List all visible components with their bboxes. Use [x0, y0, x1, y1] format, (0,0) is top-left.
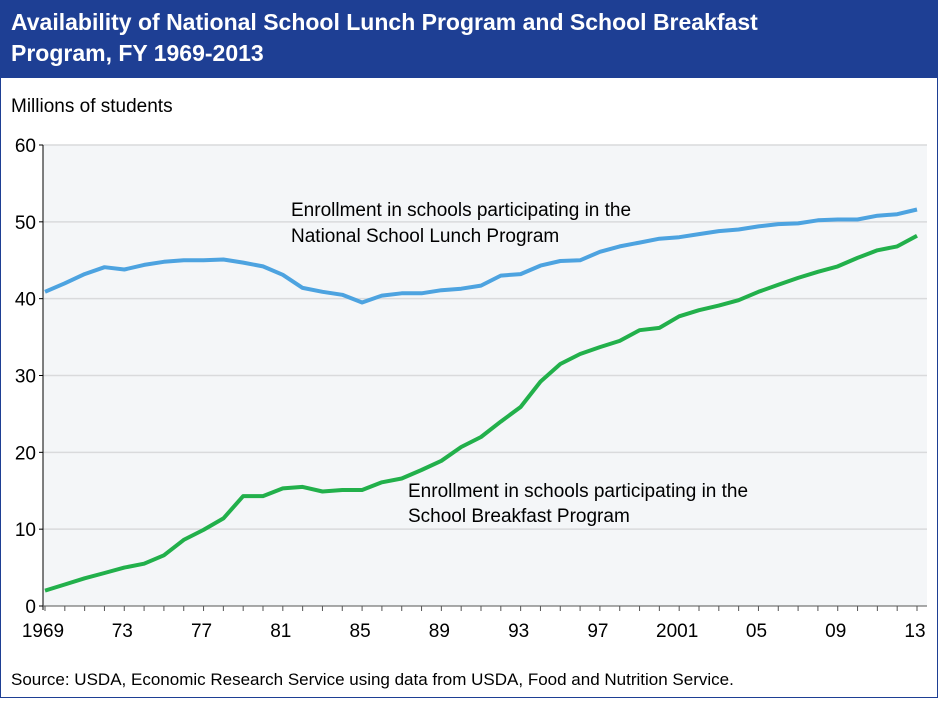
x-tick-label: 81: [270, 621, 291, 642]
lunch-annotation-line-2: National School Lunch Program: [291, 226, 559, 247]
y-tick-label: 0: [25, 597, 36, 618]
y-tick-label: 10: [15, 520, 36, 541]
x-tick-label: 77: [191, 621, 212, 642]
x-tick-label: 73: [112, 621, 133, 642]
y-tick-label: 40: [15, 290, 36, 311]
source-note: Source: USDA, Economic Research Service …: [11, 670, 734, 689]
y-axis-label: Millions of students: [11, 96, 173, 117]
x-tick-label: 05: [746, 621, 767, 642]
y-tick-label: 30: [15, 367, 36, 388]
x-tick-label: 97: [587, 621, 608, 642]
chart-title-line-1: Availability of National School Lunch Pr…: [11, 9, 758, 35]
x-tick-label: 89: [429, 621, 450, 642]
y-tick-label: 20: [15, 443, 36, 464]
x-tick-label: 85: [350, 621, 371, 642]
y-tick-label: 50: [15, 213, 36, 234]
x-tick-label: 2001: [656, 621, 698, 642]
x-tick-label: 93: [508, 621, 529, 642]
y-tick-label: 60: [15, 136, 36, 157]
breakfast-annotation-line-1: Enrollment in schools participating in t…: [408, 481, 748, 502]
x-tick-label: 1969: [22, 621, 64, 642]
breakfast-annotation-line-2: School Breakfast Program: [408, 506, 630, 527]
chart-title-line-2: Program, FY 1969-2013: [11, 40, 264, 66]
x-tick-label: 13: [904, 621, 925, 642]
x-tick-label: 09: [825, 621, 846, 642]
lunch-annotation-line-1: Enrollment in schools participating in t…: [291, 200, 631, 221]
